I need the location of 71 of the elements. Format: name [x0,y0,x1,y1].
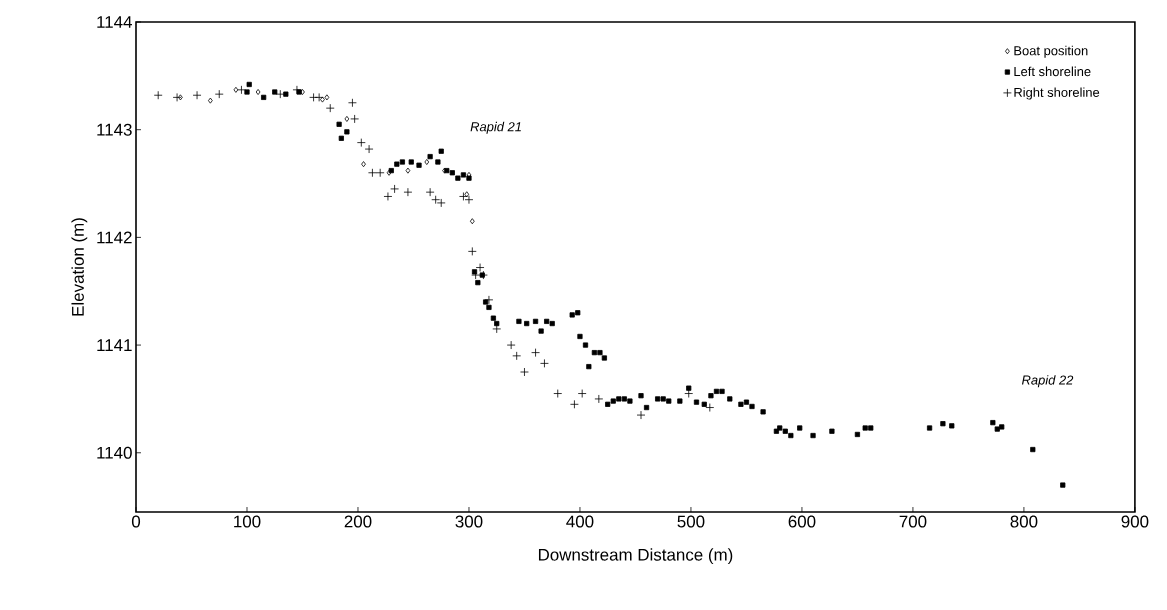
x-tick-label: 400 [566,515,594,528]
x-tick-label: 500 [677,515,705,528]
annotation: Rapid 22 [1021,375,1074,388]
point [368,168,377,178]
point [309,92,318,102]
y-tick-label: 1140 [97,446,132,459]
point [467,247,477,256]
point [356,138,366,147]
legend-label: Right shoreline [1014,87,1100,100]
point [540,359,549,368]
x-tick-label: 300 [455,515,483,528]
x-tick-label: 600 [788,515,816,528]
point [214,89,224,99]
legend-label: Left shoreline [1014,66,1091,77]
point [464,191,470,198]
y-axis-title: Elevation (m) [71,218,88,316]
point [300,89,305,95]
point [324,94,330,101]
y-tick-label: 1144 [97,16,132,28]
x-tick-label: 800 [1010,515,1038,528]
point [684,389,694,398]
x-tick-label: 900 [1121,515,1149,528]
point [405,167,411,174]
point [361,161,366,168]
point [636,410,646,420]
point [292,85,302,95]
point [570,399,579,409]
point [484,295,494,305]
point [492,324,502,334]
point [424,159,430,165]
point [577,389,587,398]
point [192,90,202,100]
x-tick-label: 0 [131,515,141,528]
point [325,103,335,113]
point [425,187,435,197]
point [172,92,182,102]
point [520,367,529,377]
point [153,90,163,100]
point [320,96,325,103]
point [348,98,357,108]
point [594,394,604,404]
point [375,168,385,178]
point [364,144,374,154]
y-tick-label: 1143 [97,123,132,136]
point [350,114,360,124]
point [531,348,540,357]
point [383,192,393,201]
point [314,92,324,102]
point [390,184,399,194]
y-tick-label: 1141 [97,339,132,351]
point [506,340,516,350]
x-axis-title: Downstream Distance (m) [538,548,733,565]
legend-label: Boat position [1014,45,1088,58]
point [178,94,183,101]
point [344,115,350,122]
point [469,218,475,225]
point [237,85,246,95]
point [208,97,213,104]
point [512,351,522,361]
annotation: Rapid 21 [470,121,521,134]
x-tick-label: 200 [344,515,372,528]
point [403,187,413,197]
y-tick-label: 1142 [97,231,132,244]
point [553,389,563,398]
x-tick-label: 700 [899,515,927,528]
point [275,89,285,99]
point [475,263,485,272]
x-tick-label: 100 [234,515,261,528]
point [255,89,261,95]
point [705,403,715,412]
point [233,86,239,93]
